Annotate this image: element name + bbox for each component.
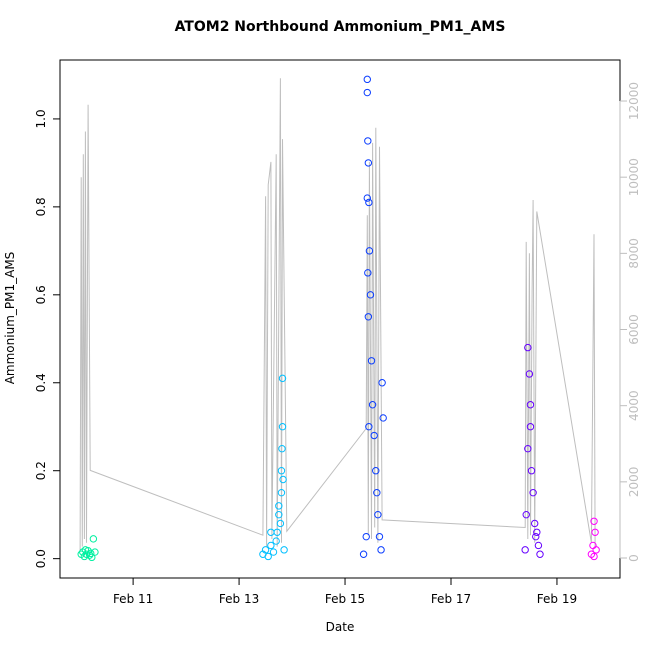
data-point	[374, 510, 382, 519]
data-point	[370, 431, 378, 440]
data-point	[592, 546, 600, 554]
data-point	[533, 528, 541, 536]
data-point	[367, 357, 376, 365]
x-axis-label: Date	[326, 620, 355, 634]
y2-tick-label: 6000	[627, 314, 641, 345]
data-point	[527, 467, 536, 475]
data-point	[365, 423, 373, 431]
data-point	[365, 247, 374, 255]
data-point	[269, 548, 278, 556]
y2-tick-label: 0	[627, 554, 641, 562]
data-point	[591, 528, 599, 536]
data-point	[522, 510, 530, 519]
data-point	[532, 532, 540, 541]
data-point	[521, 546, 529, 554]
data-point	[272, 537, 280, 545]
data-point	[276, 519, 285, 528]
x-tick-label: Feb 13	[219, 592, 259, 606]
data-point	[366, 291, 375, 299]
x-tick-label: Feb 15	[325, 592, 365, 606]
data-point	[278, 445, 286, 453]
data-point	[526, 423, 535, 431]
data-point	[267, 541, 275, 550]
y2-tick-label: 4000	[627, 390, 641, 421]
data-point	[88, 553, 96, 562]
data-point	[85, 551, 94, 559]
data-point	[364, 137, 372, 145]
data-point	[590, 517, 598, 525]
y-tick-label: 0.4	[34, 373, 48, 392]
y-tick-label: 1.0	[34, 109, 48, 128]
data-point	[529, 488, 537, 497]
y2-tick-label: 10000	[627, 158, 641, 196]
y2-tick-label: 8000	[627, 238, 641, 269]
data-point	[377, 546, 385, 554]
data-point	[89, 535, 98, 543]
data-point	[525, 370, 534, 378]
data-point	[275, 502, 283, 510]
data-point	[526, 401, 535, 409]
data-point	[363, 88, 371, 97]
data-point	[531, 519, 539, 528]
data-point	[278, 374, 287, 383]
data-point	[279, 475, 287, 484]
data-point	[364, 313, 373, 321]
data-point	[378, 379, 386, 387]
data-point	[277, 467, 286, 475]
data-point	[82, 550, 91, 558]
data-point	[261, 546, 270, 554]
x-tick-label: Feb 11	[113, 592, 153, 606]
data-point	[379, 414, 387, 422]
data-point	[365, 198, 373, 207]
y-axis-label: Ammonium_PM1_AMS	[3, 252, 17, 385]
data-point	[280, 546, 288, 554]
data-point	[359, 550, 368, 558]
altitude-line	[79, 78, 596, 551]
data-point	[264, 552, 272, 561]
data-point	[364, 269, 372, 277]
data-point	[267, 528, 275, 536]
x-tick-label: Feb 19	[537, 592, 577, 606]
data-point	[524, 343, 532, 352]
data-point	[524, 445, 532, 453]
data-point	[534, 541, 543, 550]
data-point	[363, 75, 371, 84]
data-point	[364, 159, 373, 167]
data-point	[91, 548, 99, 556]
data-point	[278, 423, 287, 431]
data-point	[373, 488, 381, 497]
y2-tick-label: 12000	[627, 82, 641, 120]
data-point	[590, 552, 598, 561]
data-point	[277, 488, 286, 497]
data-point	[372, 467, 380, 475]
y-tick-label: 0.0	[34, 549, 48, 568]
data-point	[536, 550, 544, 558]
data-point	[362, 532, 370, 541]
chart-title: ATOM2 Northbound Ammonium_PM1_AMS	[175, 19, 506, 35]
y-tick-label: 0.2	[34, 461, 48, 480]
y2-tick-label: 2000	[627, 467, 641, 498]
data-point	[363, 194, 371, 202]
data-point	[275, 510, 283, 519]
data-point	[84, 547, 92, 555]
x-tick-label: Feb 17	[431, 592, 471, 606]
data-point	[375, 532, 384, 541]
data-point	[87, 549, 95, 558]
data-point	[368, 401, 377, 409]
y-tick-label: 0.8	[34, 197, 48, 216]
y-tick-label: 0.6	[34, 285, 48, 304]
